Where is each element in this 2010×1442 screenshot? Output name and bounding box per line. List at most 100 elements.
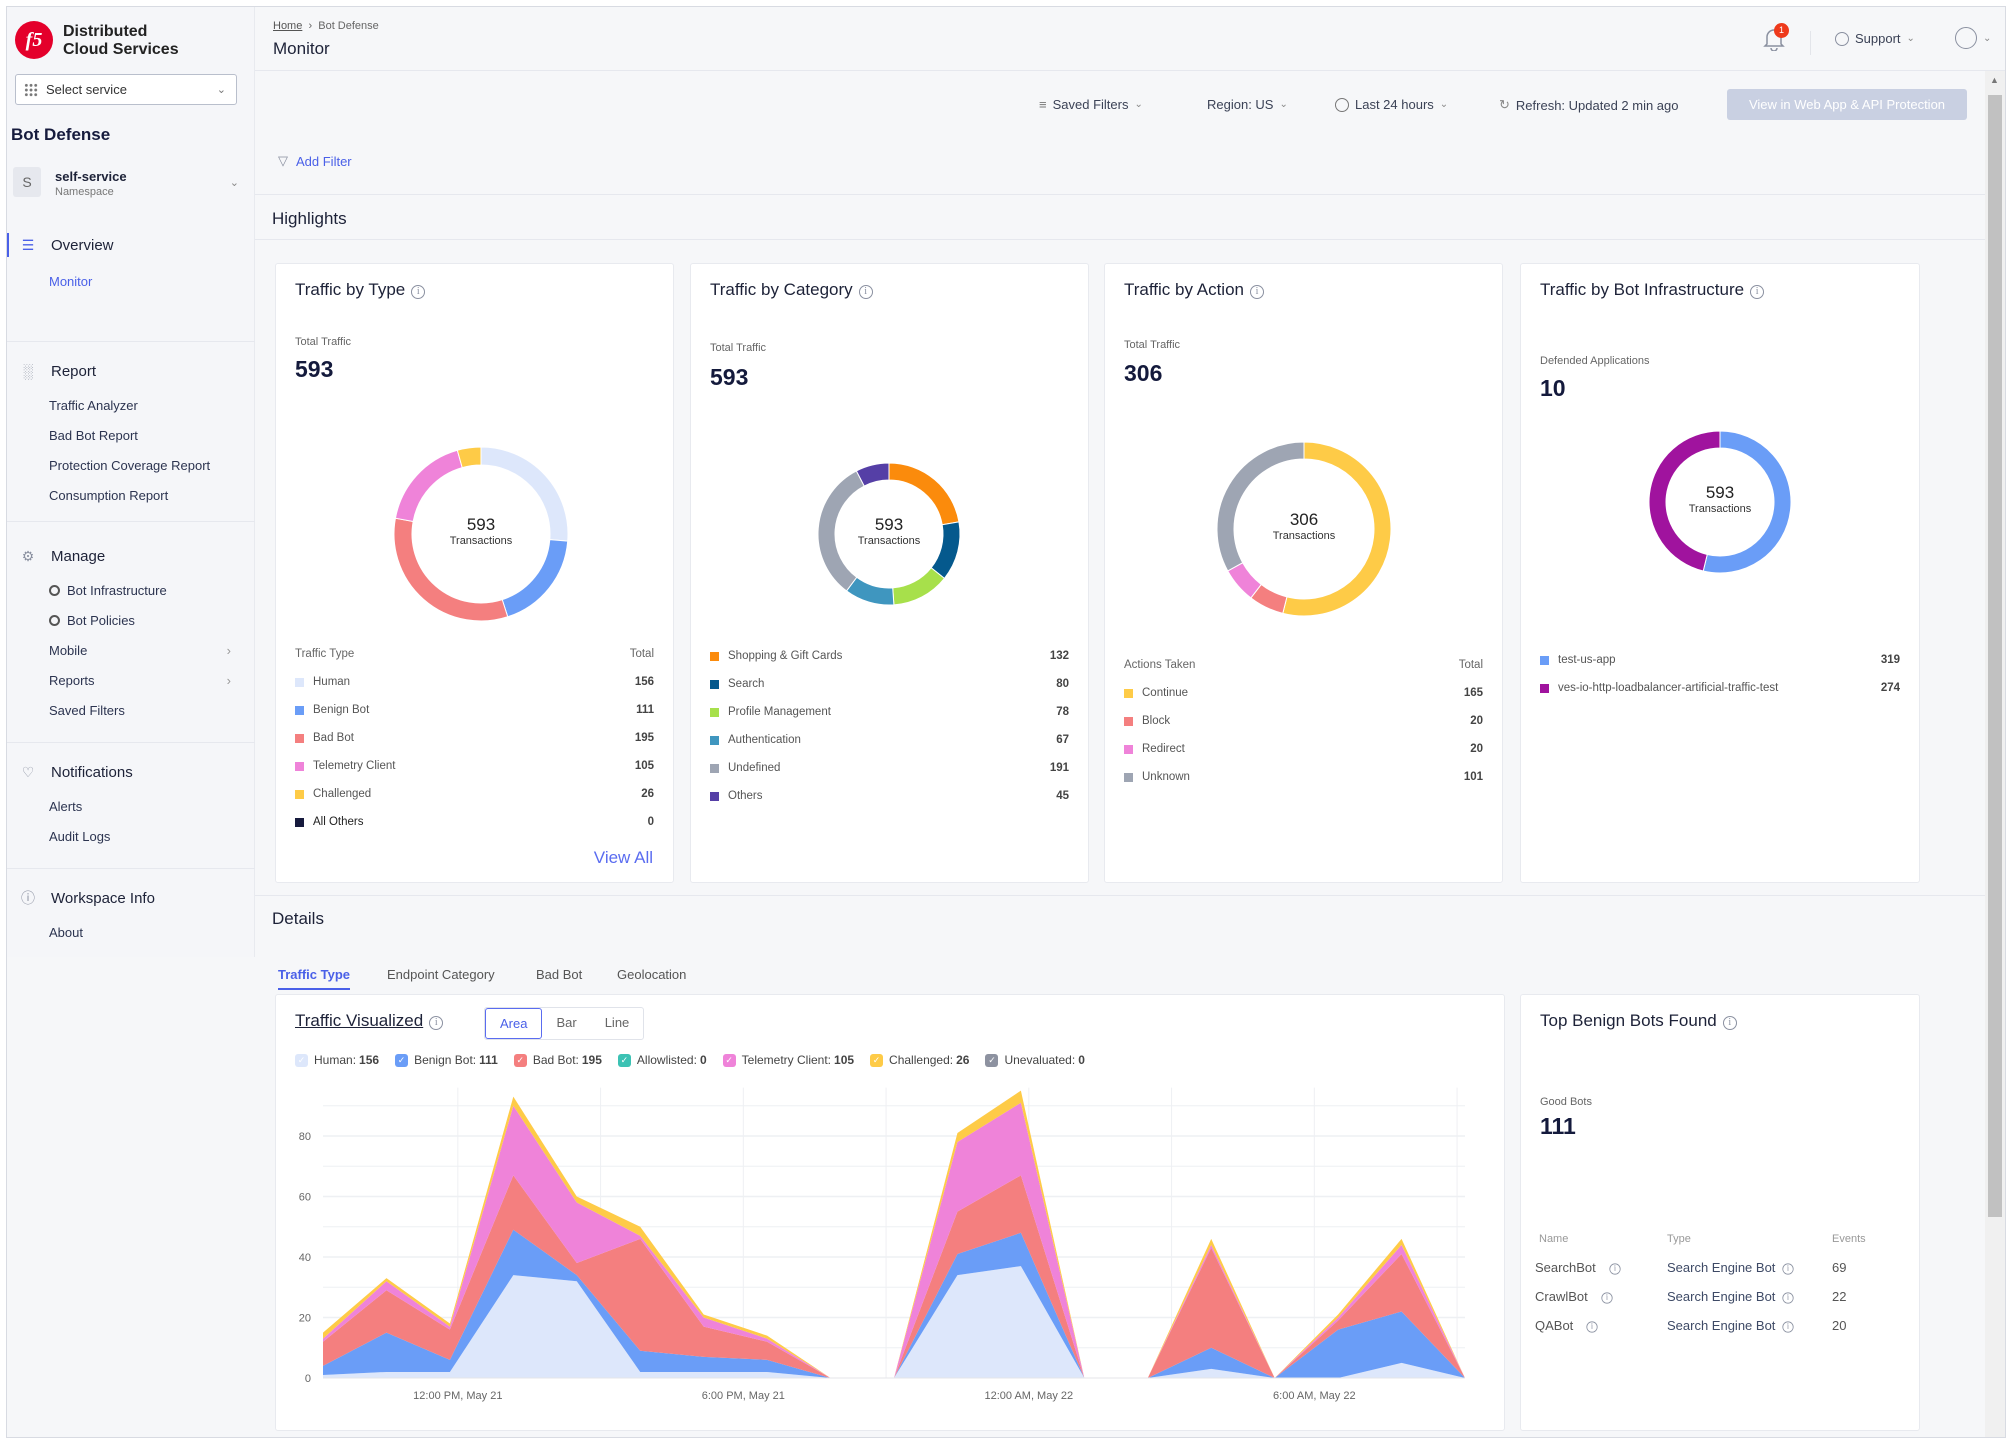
info-icon[interactable]: i — [1609, 1262, 1621, 1275]
info-icon[interactable]: i — [1782, 1291, 1795, 1304]
legend-checkbox-challenged[interactable]: ✓ Challenged:26 — [870, 1053, 969, 1067]
sidebar-item-consumption-report[interactable]: Consumption Report — [7, 481, 255, 511]
time-range-dropdown[interactable]: Last 24 hours ⌄ — [1335, 97, 1448, 112]
area-series-human[interactable] — [323, 1266, 1465, 1378]
legend-checkbox-human[interactable]: ✓ Human:156 — [295, 1053, 379, 1067]
info-icon[interactable]: i — [1782, 1262, 1795, 1275]
tab-geolocation[interactable]: Geolocation — [617, 967, 687, 982]
legend-header: Actions Taken Total — [1124, 659, 1483, 679]
donut-slice-challenged[interactable] — [456, 446, 482, 469]
legend-item[interactable]: Block 20 — [1124, 707, 1483, 735]
donut-slice-test-us-app[interactable] — [1702, 430, 1792, 574]
legend-checkbox-unevaluated[interactable]: ✓ Unevaluated:0 — [985, 1053, 1085, 1067]
sidebar-item-protection-coverage-report[interactable]: Protection Coverage Report — [7, 451, 255, 481]
sidebar-item-about[interactable]: About — [7, 918, 255, 948]
legend-item[interactable]: All Others 0 — [295, 808, 654, 836]
sidebar-item-bot-infrastructure[interactable]: Bot Infrastructure — [7, 576, 255, 606]
info-icon[interactable]: i — [1601, 1291, 1613, 1304]
sidebar-item-mobile[interactable]: Mobile › — [7, 636, 255, 666]
legend-item[interactable]: Bad Bot 195 — [295, 724, 654, 752]
select-service-dropdown[interactable]: Select service ⌄ — [15, 74, 237, 105]
sidebar-item-alerts[interactable]: Alerts — [7, 792, 255, 822]
legend-checkbox-allowlisted[interactable]: ✓ Allowlisted:0 — [617, 1053, 707, 1067]
legend-checkbox-benign-bot[interactable]: ✓ Benign Bot:111 — [395, 1053, 498, 1067]
chart-title[interactable]: Traffic Visualized i — [295, 1011, 444, 1031]
legend-item[interactable]: Undefined 191 — [710, 754, 1069, 782]
namespace-selector[interactable]: S self-service Namespace ⌄ — [13, 167, 249, 201]
notifications-button[interactable]: 1 — [1763, 23, 1789, 53]
info-icon[interactable]: i — [429, 1016, 444, 1030]
legend-item[interactable]: Authentication 67 — [710, 726, 1069, 754]
info-icon[interactable]: i — [1750, 285, 1765, 299]
nav-group-header[interactable]: ⓘ Workspace Info — [7, 886, 255, 910]
sidebar-item-saved-filters[interactable]: Saved Filters — [7, 696, 255, 726]
info-icon[interactable]: i — [1586, 1320, 1598, 1333]
info-icon[interactable]: i — [1250, 285, 1264, 299]
vertical-scrollbar[interactable]: ▲ — [1985, 71, 2005, 1437]
legend-item[interactable]: Telemetry Client 105 — [295, 752, 654, 780]
view-all-link[interactable]: View All — [593, 848, 653, 867]
legend-item[interactable]: Redirect 20 — [1124, 735, 1483, 763]
sidebar-item-traffic-analyzer[interactable]: Traffic Analyzer — [7, 391, 255, 421]
scroll-up-icon[interactable]: ▲ — [1990, 75, 1999, 85]
tab-endpoint-category[interactable]: Endpoint Category — [387, 967, 495, 982]
legend-item[interactable]: Profile Management 78 — [710, 698, 1069, 726]
legend-checkbox-bad-bot[interactable]: ✓ Bad Bot:195 — [513, 1053, 602, 1067]
refresh-button[interactable]: ↻ Refresh: Updated 2 min ago — [1499, 97, 1679, 113]
user-menu[interactable]: ⌄ — [1955, 27, 1991, 49]
donut-slice-others[interactable] — [855, 462, 890, 487]
view-in-waap-button[interactable]: View in Web App & API Protection — [1727, 89, 1967, 120]
kpi-label: Total Traffic — [710, 342, 767, 354]
saved-filters-dropdown[interactable]: ≡ Saved Filters ⌄ — [1039, 97, 1143, 112]
region-dropdown[interactable]: Region: US ⌄ — [1207, 97, 1288, 112]
legend-item[interactable]: test-us-app 319 — [1540, 646, 1900, 674]
legend-item[interactable]: Challenged 26 — [295, 780, 654, 808]
info-icon[interactable]: i — [411, 285, 426, 299]
mode-line-button[interactable]: Line — [604, 1015, 630, 1030]
legend-checkbox-telemetry-client[interactable]: ✓ Telemetry Client:105 — [722, 1053, 854, 1067]
legend-swatch — [1124, 716, 1133, 726]
legend-swatch — [295, 705, 304, 715]
table-row[interactable]: SearchBot i Search Engine Bot i 69 — [1535, 1253, 1899, 1282]
nav-group-header[interactable]: ♡ Notifications — [7, 760, 255, 784]
add-filter-button[interactable]: ▽ Add Filter — [278, 153, 352, 169]
legend-item[interactable]: Human 156 — [295, 668, 654, 696]
sidebar-item-audit-logs[interactable]: Audit Logs — [7, 822, 255, 852]
legend-item[interactable]: Shopping & Gift Cards 132 — [710, 642, 1069, 670]
breadcrumb-home[interactable]: Home — [273, 20, 303, 32]
scrollbar-thumb[interactable] — [1988, 95, 2002, 1217]
info-icon[interactable]: i — [858, 285, 873, 299]
sidebar-item-bad-bot-report[interactable]: Bad Bot Report — [7, 421, 255, 451]
info-icon[interactable]: i — [1722, 1016, 1737, 1030]
sidebar-item-bot-policies[interactable]: Bot Policies — [7, 606, 255, 636]
bot-name: CrawlBot — [1535, 1288, 1588, 1304]
tab-bad-bot[interactable]: Bad Bot — [536, 967, 583, 982]
table-row[interactable]: QABot i Search Engine Bot i 20 — [1535, 1311, 1899, 1340]
donut-slice-ves-io-http-loadbalancer-artificial-traffic-test[interactable] — [1648, 430, 1721, 572]
legend-item[interactable]: Continue 165 — [1124, 679, 1483, 707]
legend-item[interactable]: ves-io-http-loadbalancer-artificial-traf… — [1540, 674, 1900, 702]
table-row[interactable]: CrawlBot i Search Engine Bot i 22 — [1535, 1282, 1899, 1311]
legend-item[interactable]: Others 45 — [710, 782, 1069, 810]
f5-logo[interactable]: f5 — [15, 21, 53, 59]
support-menu[interactable]: Support ⌄ — [1835, 31, 1915, 46]
tab-traffic-type[interactable]: Traffic Type — [278, 967, 351, 990]
nav-group-header[interactable]: ⚙ Manage — [7, 544, 255, 568]
mode-bar-button[interactable]: Bar — [556, 1015, 577, 1030]
legend-item[interactable]: Benign Bot 111 — [295, 696, 654, 724]
legend-item[interactable]: Search 80 — [710, 670, 1069, 698]
nav-group-header[interactable]: ░ Report — [7, 359, 255, 383]
sidebar-item-monitor[interactable]: Monitor — [7, 267, 255, 297]
info-icon[interactable]: i — [1782, 1320, 1795, 1333]
donut-slice-unknown[interactable] — [1216, 441, 1305, 572]
chevron-down-icon: ⌄ — [1983, 32, 1992, 44]
x-tick-label: 6:00 AM, May 22 — [1273, 1390, 1356, 1402]
legend-item[interactable]: Unknown 101 — [1124, 763, 1483, 791]
nav-group-header[interactable]: ☰ Overview — [7, 233, 255, 257]
sidebar-item-reports[interactable]: Reports › — [7, 666, 255, 696]
mode-area-button[interactable]: Area — [485, 1008, 543, 1039]
nav-items: About — [7, 918, 255, 948]
area-series-benign-bot[interactable] — [323, 1229, 1465, 1378]
area-series-bad-bot[interactable] — [323, 1175, 1465, 1378]
legend-label: Continue — [1142, 687, 1189, 699]
